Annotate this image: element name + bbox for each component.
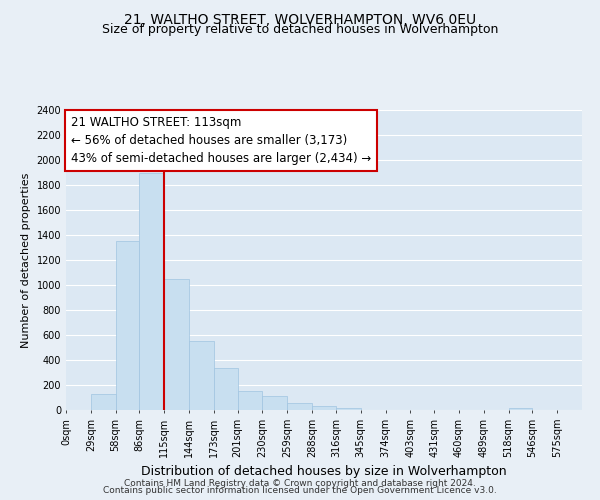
Bar — [262, 396, 287, 410]
Bar — [116, 242, 139, 410]
Bar — [336, 408, 361, 410]
Bar — [509, 408, 532, 410]
Bar — [287, 402, 312, 410]
Text: 21 WALTHO STREET: 113sqm
← 56% of detached houses are smaller (3,173)
43% of sem: 21 WALTHO STREET: 113sqm ← 56% of detach… — [71, 116, 371, 165]
Text: 21, WALTHO STREET, WOLVERHAMPTON, WV6 0EU: 21, WALTHO STREET, WOLVERHAMPTON, WV6 0E… — [124, 12, 476, 26]
Bar — [189, 341, 214, 410]
Bar — [214, 368, 238, 410]
Y-axis label: Number of detached properties: Number of detached properties — [21, 172, 31, 348]
Bar — [91, 394, 116, 410]
Text: Size of property relative to detached houses in Wolverhampton: Size of property relative to detached ho… — [102, 22, 498, 36]
Text: Contains HM Land Registry data © Crown copyright and database right 2024.: Contains HM Land Registry data © Crown c… — [124, 478, 476, 488]
Bar — [139, 172, 164, 410]
Text: Contains public sector information licensed under the Open Government Licence v3: Contains public sector information licen… — [103, 486, 497, 495]
Bar — [238, 390, 262, 410]
X-axis label: Distribution of detached houses by size in Wolverhampton: Distribution of detached houses by size … — [141, 466, 507, 478]
Bar — [164, 279, 189, 410]
Bar — [312, 406, 336, 410]
